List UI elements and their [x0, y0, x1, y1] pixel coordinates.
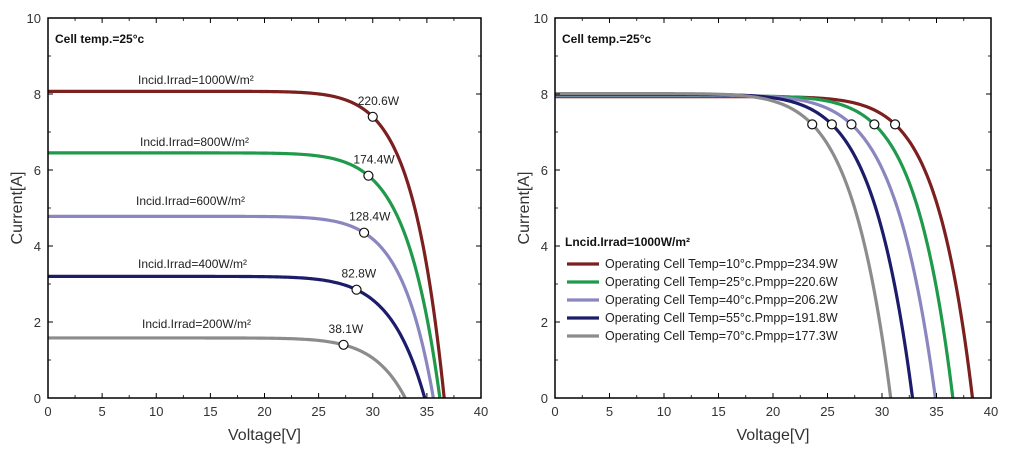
mpp-power-label-3: 128.4W [349, 210, 391, 224]
x-tick-label: 15 [711, 404, 725, 419]
x-tick-label: 25 [311, 404, 325, 419]
mpp-power-label-5: 38.1W [329, 322, 364, 336]
x-axis-label: Voltage[V] [737, 427, 810, 444]
x-axis-label: Voltage[V] [228, 427, 301, 444]
x-tick-label: 20 [766, 404, 780, 419]
mpp-marker-2 [363, 170, 374, 181]
x-tick-label: 0 [44, 404, 51, 419]
x-tick-label: 20 [257, 404, 271, 419]
mpp-power-label-1: 220.6W [358, 94, 400, 108]
y-tick-label: 10 [27, 11, 41, 26]
series-line-1 [48, 89, 446, 398]
legend-title: Lncid.Irrad=1000W/m² [565, 235, 690, 249]
y-tick-label: 0 [541, 391, 548, 406]
x-tick-label: 35 [929, 404, 943, 419]
legend-entry-2: Operating Cell Temp=25°c.Pmpp=220.6W [605, 275, 838, 289]
series-line-5 [555, 92, 893, 398]
y-tick-label: 6 [541, 163, 548, 178]
y-tick-label: 8 [34, 87, 41, 102]
y-tick-label: 4 [541, 239, 548, 254]
mpp-marker-4 [826, 119, 837, 130]
mpp-marker-5 [338, 339, 349, 350]
y-axis-label: Current[A] [9, 172, 26, 245]
x-tick-label: 30 [875, 404, 889, 419]
legend-entry-4: Operating Cell Temp=55°c.Pmpp=191.8W [605, 311, 838, 325]
mpp-marker-1 [889, 119, 901, 130]
legend-entry-5: Operating Cell Temp=70°c.Pmpp=177.3W [605, 329, 838, 343]
y-tick-label: 8 [541, 87, 548, 102]
x-tick-label: 5 [606, 404, 613, 419]
curve-label-4: Incid.Irrad=400W/m² [138, 257, 247, 271]
x-tick-label: 10 [657, 404, 671, 419]
mpp-marker-3 [846, 119, 857, 130]
curves [48, 89, 446, 398]
chart-panel-1: 0 5 10 15 20 25 30 35 40 0 2 4 6 8 10 Voltage[V] Current… [9, 11, 488, 444]
curve-label-5: Incid.Irrad=200W/m² [142, 317, 251, 331]
y-tick-label: 10 [534, 11, 548, 26]
x-tick-label: 40 [474, 404, 488, 419]
y-tick-label: 2 [541, 315, 548, 330]
series-line-4 [48, 274, 427, 398]
mpp-marker-3 [358, 227, 370, 238]
y-tick-label: 4 [34, 239, 41, 254]
mpp-marker-2 [869, 119, 880, 130]
legend-entry-3: Operating Cell Temp=40°c.Pmpp=206.2W [605, 293, 838, 307]
legend-entry-1: Operating Cell Temp=10°c.Pmpp=234.9W [605, 257, 838, 271]
curves [555, 92, 975, 398]
x-tick-label: 0 [551, 404, 558, 419]
y-tick-label: 0 [34, 391, 41, 406]
x-tick-label: 30 [366, 404, 380, 419]
mpp-marker-5 [807, 119, 818, 130]
mpp-power-label-4: 82.8W [342, 267, 377, 281]
mpp-power-label-2: 174.4W [353, 153, 395, 167]
x-tick-label: 5 [99, 404, 106, 419]
x-tick-label: 15 [203, 404, 217, 419]
curve-label-3: Incid.Irrad=600W/m² [136, 194, 245, 208]
curve-label-1: Incid.Irrad=1000W/m² [138, 73, 254, 87]
y-axis-label: Current[A] [516, 172, 533, 245]
cell-temp-note: Cell temp.=25°c [562, 32, 652, 46]
series-line-2 [48, 151, 442, 398]
mpp-marker-1 [367, 111, 378, 122]
x-tick-label: 25 [820, 404, 834, 419]
y-tick-label: 6 [34, 163, 41, 178]
x-tick-label: 40 [984, 404, 998, 419]
mpp-marker-4 [351, 284, 362, 295]
series-line-5 [48, 336, 407, 398]
y-tick-label: 2 [34, 315, 41, 330]
cell-temp-note: Cell temp.=25°c [55, 32, 145, 46]
curve-label-2: Incid.Irrad=800W/m² [140, 135, 249, 149]
x-tick-label: 35 [420, 404, 434, 419]
series-line-3 [48, 214, 435, 398]
x-tick-label: 10 [149, 404, 163, 419]
chart-panel-2: 0 5 10 15 20 25 30 35 40 0 2 4 6 8 10 Voltage[V] Current… [516, 11, 998, 444]
